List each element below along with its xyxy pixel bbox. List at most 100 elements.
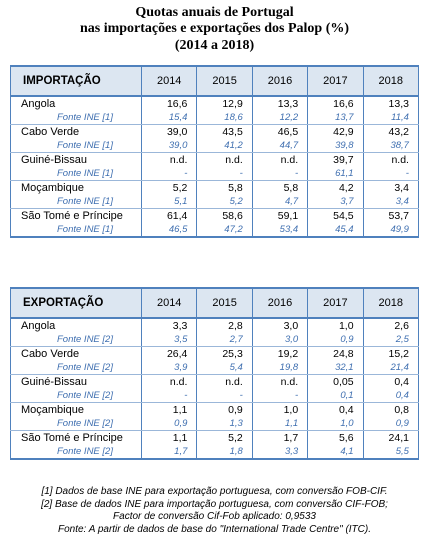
- source-value-cell: 46,5: [140, 223, 198, 238]
- source-value-cell: -: [196, 389, 253, 403]
- year-header: 2017: [307, 287, 364, 319]
- source-row: Fonte INE [1] 15,4 18,6 12,2 13,7 11,4: [10, 111, 419, 125]
- source-label: Fonte INE [1]: [10, 139, 142, 153]
- value-cell: 61,4: [140, 208, 198, 223]
- source-value-cell: 19,8: [251, 361, 309, 375]
- country-name: Angola: [10, 318, 142, 333]
- country-name: Cabo Verde: [10, 124, 142, 139]
- value-cell: 5,6: [307, 430, 364, 445]
- source-label: Fonte INE [1]: [10, 195, 142, 209]
- source-value-cell: 39,8: [307, 139, 364, 153]
- source-value-cell: 12,2: [251, 111, 309, 125]
- value-cell: 13,3: [362, 96, 419, 111]
- source-value-cell: 44,7: [251, 139, 309, 153]
- value-cell: 1,1: [140, 402, 198, 417]
- value-cell: n.d.: [251, 374, 309, 389]
- value-cell: 2,8: [196, 318, 253, 333]
- value-cell: 3,3: [140, 318, 198, 333]
- value-cell: 4,2: [307, 180, 364, 195]
- table-row: Cabo Verde 39,0 43,5 46,5 42,9 43,2: [10, 124, 419, 139]
- source-row: Fonte INE [2] 3,9 5,4 19,8 32,1 21,4: [10, 361, 419, 375]
- source-value-cell: 5,4: [196, 361, 253, 375]
- year-header: 2018: [362, 65, 419, 97]
- source-value-cell: 15,4: [140, 111, 198, 125]
- source-value-cell: -: [140, 167, 198, 181]
- source-value-cell: 1,1: [251, 417, 309, 431]
- value-cell: 2,6: [362, 318, 419, 333]
- year-header: 2017: [307, 65, 364, 97]
- year-header: 2018: [362, 287, 419, 319]
- value-cell: 16,6: [307, 96, 364, 111]
- country-name: Moçambique: [10, 402, 142, 417]
- value-cell: 26,4: [140, 346, 198, 361]
- table-row: Moçambique 5,2 5,8 5,8 4,2 3,4: [10, 180, 419, 195]
- export-header-label: EXPORTAÇÃO: [10, 287, 142, 319]
- source-row: Fonte INE [1] 39,0 41,2 44,7 39,8 38,7: [10, 139, 419, 153]
- value-cell: n.d.: [251, 152, 309, 167]
- value-cell: 0,4: [307, 402, 364, 417]
- source-row: Fonte INE [2] 3,5 2,7 3,0 0,9 2,5: [10, 333, 419, 347]
- table-row: Moçambique 1,1 0,9 1,0 0,4 0,8: [10, 402, 419, 417]
- source-value-cell: 0,1: [307, 389, 364, 403]
- title-line-3: (2014 a 2018): [174, 38, 255, 53]
- source-value-cell: -: [196, 167, 253, 181]
- source-value-cell: 5,1: [140, 195, 198, 209]
- source-value-cell: 3,4: [362, 195, 419, 209]
- value-cell: 13,3: [251, 96, 309, 111]
- import-table: IMPORTAÇÃO 2014 2015 2016 2017 2018 Angola 16,6…: [10, 65, 419, 238]
- value-cell: 19,2: [251, 346, 309, 361]
- year-header: 2014: [140, 65, 198, 97]
- value-cell: 1,7: [251, 430, 309, 445]
- export-table: EXPORTAÇÃO 2014 2015 2016 2017 2018 Angola 3,3 2…: [10, 287, 419, 460]
- source-value-cell: 53,4: [251, 223, 309, 238]
- source-value-cell: 0,9: [307, 333, 364, 347]
- value-cell: 5,2: [196, 430, 253, 445]
- footnotes: [1] Dados de base INE para exportação po…: [0, 486, 429, 536]
- source-label: Fonte INE [2]: [10, 333, 142, 347]
- table-row: Guiné-Bissau n.d. n.d. n.d. 39,7 n.d.: [10, 152, 419, 167]
- source-value-cell: -: [140, 389, 198, 403]
- import-header-row: IMPORTAÇÃO 2014 2015 2016 2017 2018: [10, 65, 419, 97]
- value-cell: 5,2: [140, 180, 198, 195]
- value-cell: n.d.: [140, 152, 198, 167]
- value-cell: 0,9: [196, 402, 253, 417]
- source-label: Fonte INE [1]: [10, 167, 142, 181]
- source-value-cell: 11,4: [362, 111, 419, 125]
- value-cell: n.d.: [196, 152, 253, 167]
- value-cell: 16,6: [140, 96, 198, 111]
- country-name: Guiné-Bissau: [10, 152, 142, 167]
- value-cell: 24,8: [307, 346, 364, 361]
- table-row: Angola 3,3 2,8 3,0 1,0 2,6: [10, 318, 419, 333]
- value-cell: n.d.: [196, 374, 253, 389]
- value-cell: 1,0: [307, 318, 364, 333]
- table-row: Guiné-Bissau n.d. n.d. n.d. 0,05 0,4: [10, 374, 419, 389]
- source-value-cell: 3,7: [307, 195, 364, 209]
- source-value-cell: 32,1: [307, 361, 364, 375]
- title-line-1: Quotas anuais de Portugal: [135, 5, 294, 20]
- value-cell: 5,8: [251, 180, 309, 195]
- source-row: Fonte INE [1] - - -61,1-: [10, 167, 419, 181]
- source-value-cell: 0,9: [362, 417, 419, 431]
- source-value-cell: 3,3: [251, 445, 309, 460]
- value-cell: 42,9: [307, 124, 364, 139]
- year-header: 2016: [251, 287, 309, 319]
- export-header-row: EXPORTAÇÃO 2014 2015 2016 2017 2018: [10, 287, 419, 319]
- source-value-cell: 49,9: [362, 223, 419, 238]
- value-cell: 54,5: [307, 208, 364, 223]
- source-row: Fonte INE [1] 46,5 47,2 53,4 45,4 49,9: [10, 223, 419, 238]
- source-value-cell: 39,0: [140, 139, 198, 153]
- source-value-cell: 13,7: [307, 111, 364, 125]
- source-value-cell: 2,7: [196, 333, 253, 347]
- country-name: Angola: [10, 96, 142, 111]
- country-name: São Tomé e Príncipe: [10, 430, 142, 445]
- source-value-cell: 21,4: [362, 361, 419, 375]
- source-row: Fonte INE [1] 5,1 5,2 4,7 3,7 3,4: [10, 195, 419, 209]
- value-cell: 1,0: [251, 402, 309, 417]
- value-cell: 24,1: [362, 430, 419, 445]
- source-value-cell: 0,9: [140, 417, 198, 431]
- year-header: 2016: [251, 65, 309, 97]
- footnote-1: [1] Dados de base INE para exportação po…: [41, 486, 388, 497]
- footnote-2: [2] Base de dados INE para importação po…: [41, 498, 388, 510]
- table-row: Cabo Verde 26,4 25,3 19,2 24,8 15,2: [10, 346, 419, 361]
- source-value-cell: 1,7: [140, 445, 198, 460]
